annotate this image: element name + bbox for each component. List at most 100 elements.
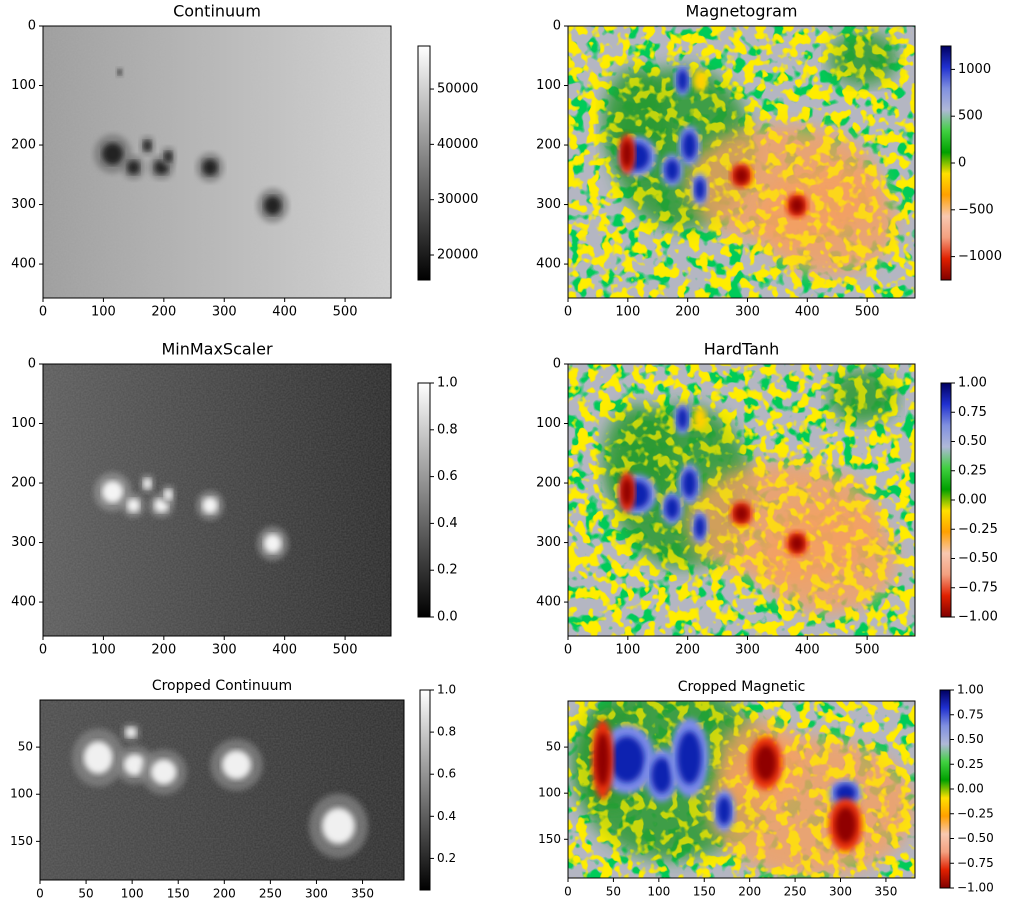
x-tick-label: 500 [855,643,880,658]
x-tick-label: 100 [91,305,116,320]
colorbar-tick-label: 0.6 [437,469,458,484]
x-tick-label: 350 [351,887,374,901]
panel: Continuum0100200300400500010020030040020… [11,2,478,320]
colorbar-tick-label: 0.2 [437,563,458,578]
x-tick-label: 400 [272,305,297,320]
x-tick-label: 400 [795,305,820,320]
image-feature [835,807,856,842]
y-tick-label: 150 [10,834,33,848]
panel-title: Magnetogram [686,2,798,21]
colorbar-tick-label: 0.25 [958,463,987,478]
x-tick-label: 500 [855,305,880,320]
image-feature [683,132,697,159]
colorbar [420,690,430,890]
colorbar-tick-label: −0.50 [958,551,998,566]
image-feature [126,727,137,738]
image-feature [84,741,113,773]
colorbar-tick-label: 0.75 [957,707,984,721]
image [568,26,915,298]
x-tick-label: 200 [675,305,700,320]
panel-title: Continuum [173,2,261,21]
panel-title: MinMaxScaler [161,340,273,359]
image-feature [695,178,705,200]
image-feature [202,497,217,513]
colorbar [418,46,430,280]
image-feature [665,497,679,519]
x-tick-label: 200 [213,887,236,901]
y-tick-label: 150 [538,832,561,846]
colorbar-tick-label: 0.00 [957,782,984,796]
image-feature [790,197,804,213]
colorbar-tick-label: 0.4 [437,516,458,531]
image-feature [610,736,645,782]
image-feature [596,733,610,786]
y-tick-label: 200 [536,138,561,153]
image-feature [127,161,140,175]
colorbar-tick-label: 0.00 [958,493,987,508]
x-tick-label: 0 [39,305,47,320]
x-tick-label: 0 [36,887,44,901]
image [568,364,915,636]
panel: Cropped Continuum 0 50 100 150 200 250 300 350 50… [10,678,456,901]
x-tick-label: 50 [78,887,93,901]
y-tick-label: 0 [553,19,561,34]
x-tick-label: 150 [167,887,190,901]
colorbar-tick-label: 0.8 [437,725,456,739]
colorbar-tick-label: 0.50 [957,732,984,746]
colorbar-tick-label: −0.75 [958,580,998,595]
image-feature [665,159,679,181]
image-feature [222,750,251,779]
x-tick-label: 100 [121,887,144,901]
colorbar-tick-label: 1.00 [957,683,984,697]
image-feature [102,481,123,503]
colorbar-tick-label: 0.2 [437,851,456,865]
colorbar-tick-label: 0.8 [437,422,458,437]
x-tick-label: 100 [647,885,670,899]
colorbar-tick-label: 20000 [437,247,478,262]
x-tick-label: 250 [259,887,282,901]
colorbar-tick-label: −0.75 [957,856,994,870]
image [568,683,915,878]
x-tick-label: 400 [795,643,820,658]
y-tick-label: 100 [538,786,561,800]
colorbar-tick-label: 1.0 [437,683,456,697]
image-feature [790,535,804,551]
panel-title: HardTanh [704,340,780,359]
x-tick-label: 350 [874,885,897,899]
image-feature [695,516,705,538]
x-tick-label: 100 [615,643,640,658]
image-feature [202,159,217,175]
image-feature [102,143,123,165]
image-feature [164,489,172,500]
colorbar [418,383,430,617]
y-tick-label: 200 [536,476,561,491]
y-tick-label: 300 [536,535,561,550]
y-tick-label: 200 [11,138,36,153]
image-feature [143,140,151,151]
colorbar-tick-label: 0.0 [437,610,458,625]
colorbar-tick-label: 0.25 [957,757,984,771]
colorbar-tick-label: 1000 [958,62,991,77]
x-tick-label: 500 [333,305,358,320]
y-tick-label: 50 [18,740,33,754]
colorbar [941,46,951,280]
image-feature [164,151,172,162]
colorbar-tick-label: 40000 [437,137,478,152]
x-tick-label: 200 [151,305,176,320]
x-tick-label: 100 [615,305,640,320]
image-feature [755,745,776,780]
y-tick-label: 100 [536,416,561,431]
x-tick-label: 300 [735,643,760,658]
panel-title: Cropped Continuum [152,678,292,694]
x-tick-label: 0 [39,643,47,658]
x-tick-label: 200 [151,643,176,658]
image-feature [693,70,707,92]
colorbar-tick-label: 30000 [437,192,478,207]
x-tick-label: 300 [829,885,852,899]
colorbar-tick-label: 50000 [437,82,478,97]
x-tick-label: 300 [212,305,237,320]
x-tick-label: 300 [305,887,328,901]
x-tick-label: 0 [564,643,572,658]
y-tick-label: 0 [553,357,561,372]
